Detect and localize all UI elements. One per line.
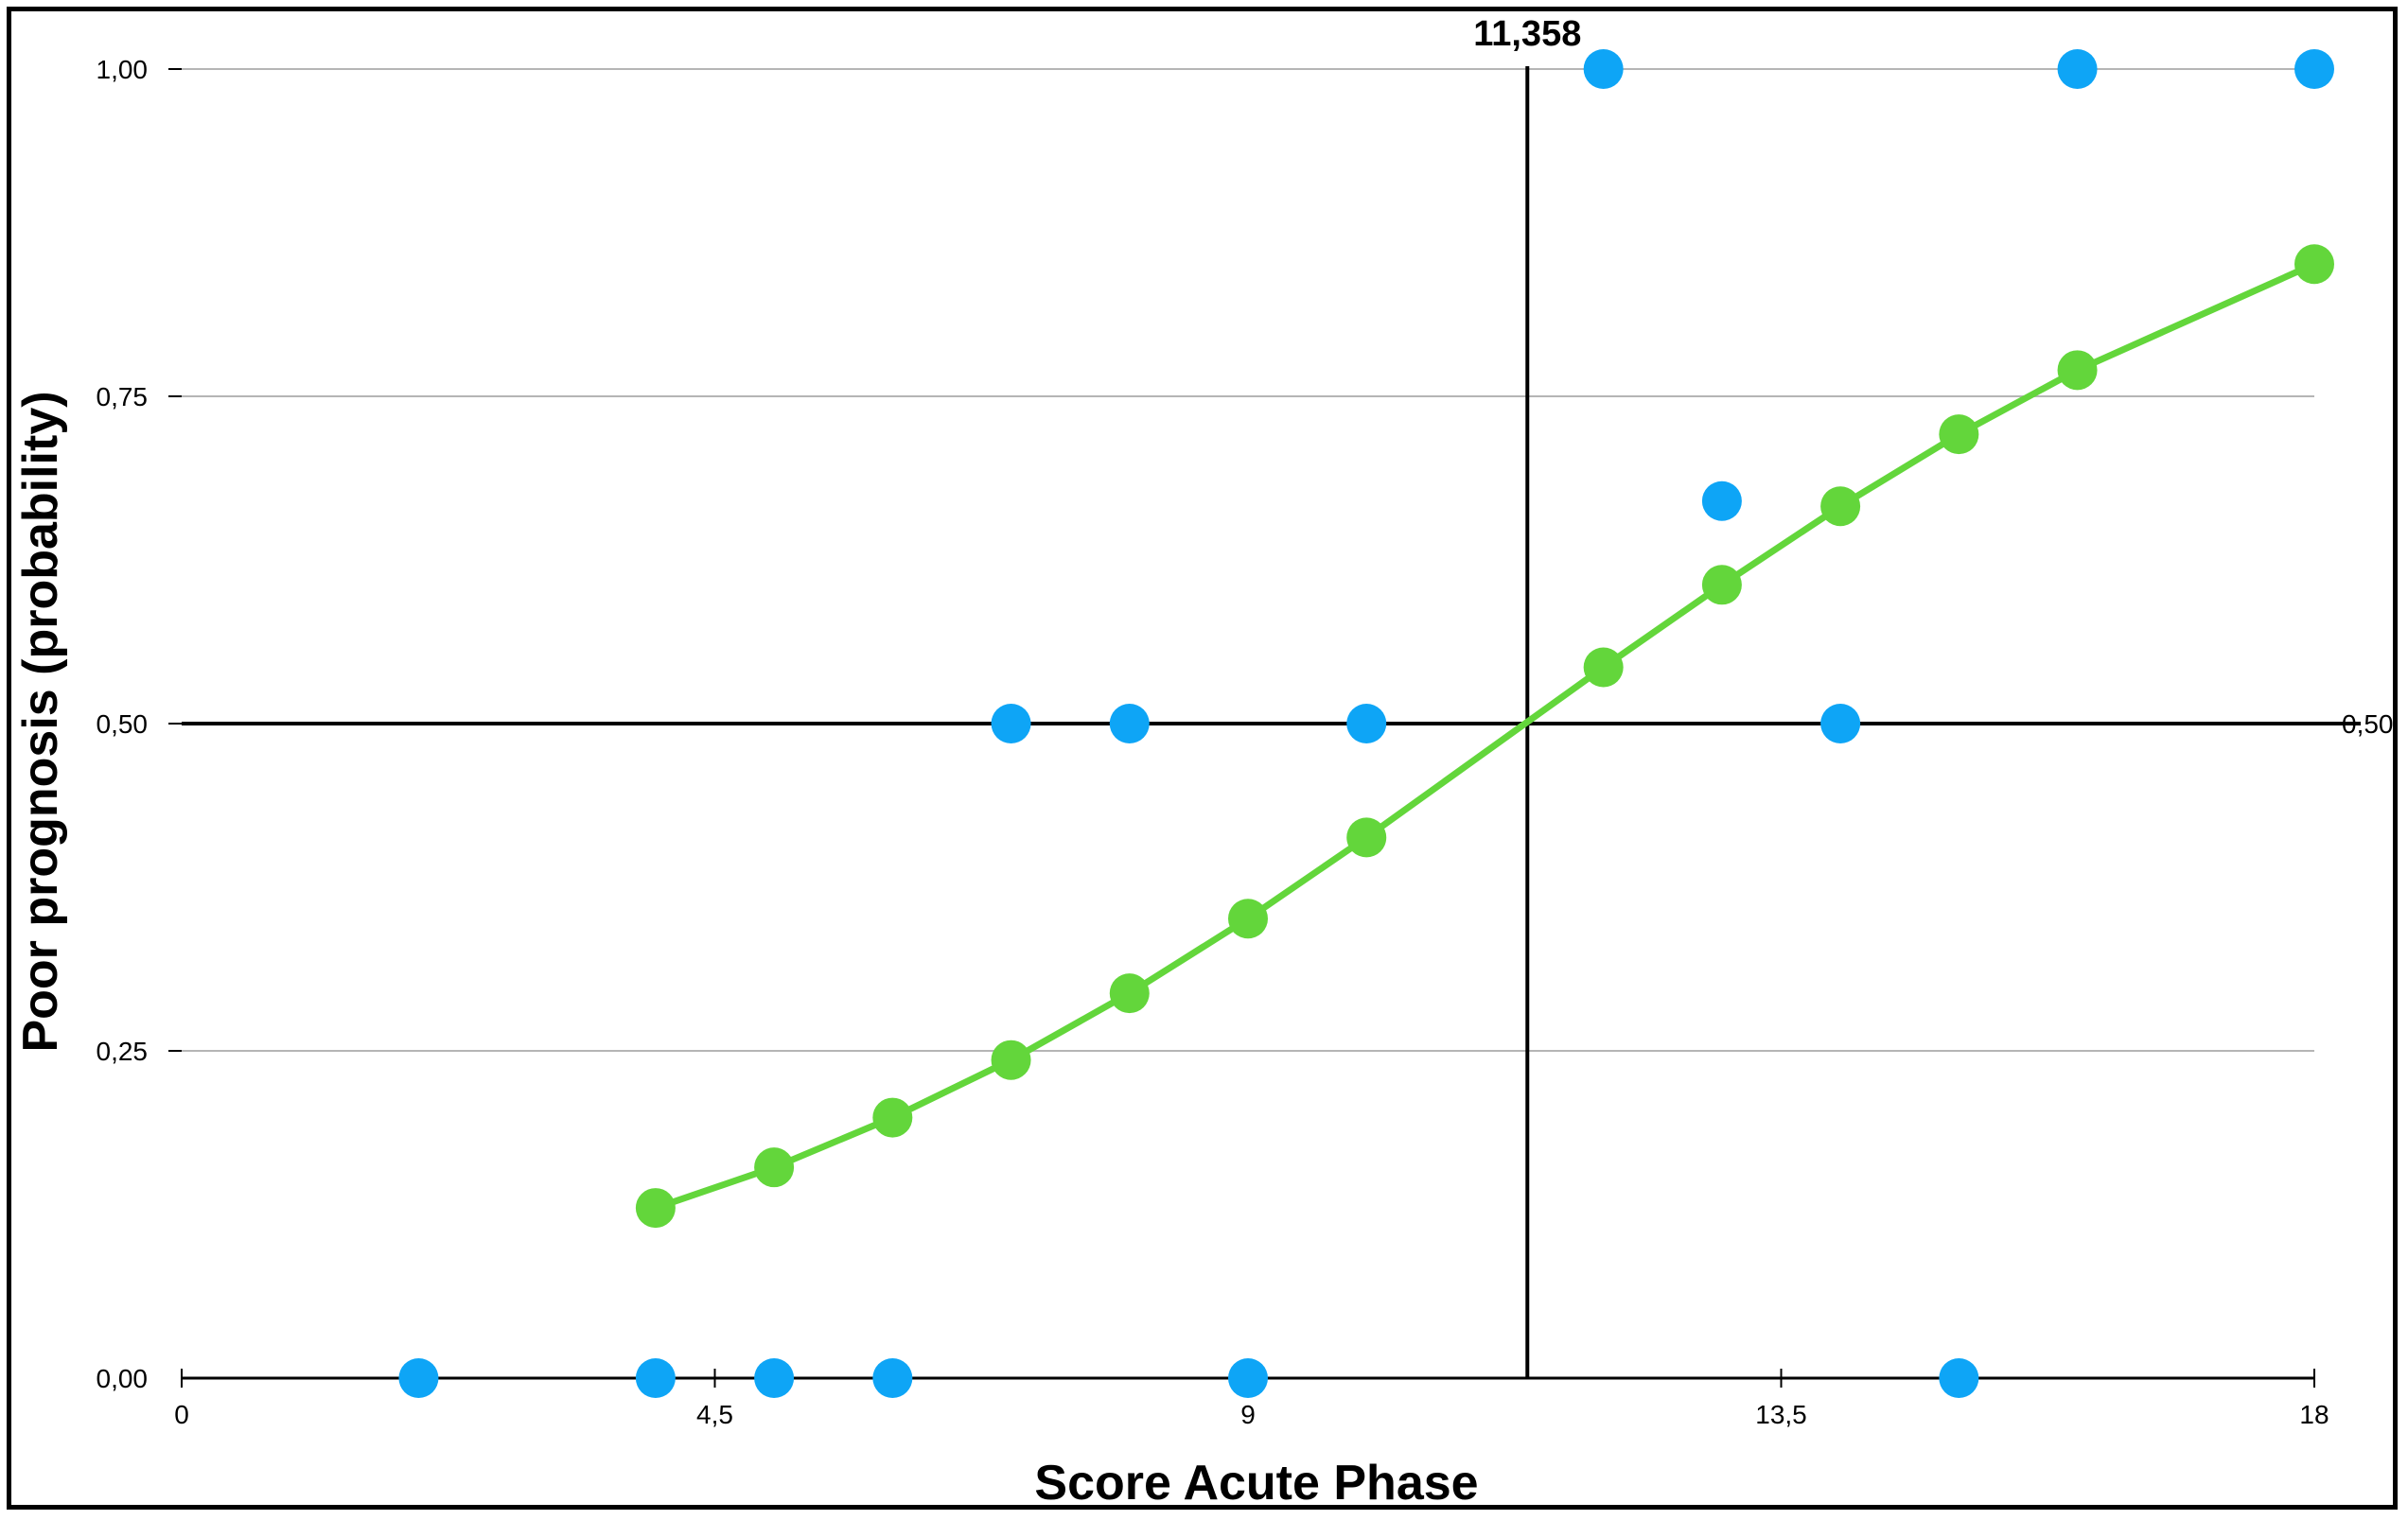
y-tick-label: 0,75 <box>97 382 149 411</box>
observed-point <box>872 1358 913 1398</box>
fitted-point <box>872 1097 913 1138</box>
y-tick-label: 1,00 <box>97 55 149 84</box>
observed-point <box>1820 704 1861 743</box>
y-tick-label: 0,50 <box>97 709 149 739</box>
observed-point <box>1346 704 1387 743</box>
fitted-point <box>1109 973 1150 1014</box>
fitted-point <box>1346 817 1387 858</box>
y-tick-label: 0,25 <box>97 1037 149 1066</box>
label-layer: 0,00 0,25 0,50 0,75 1,00 0 4,5 9 13,5 18 11,358 0,5… <box>97 14 2394 1429</box>
fitted-point <box>2057 350 2098 391</box>
observed-point <box>991 704 1031 743</box>
fitted-point <box>1701 565 1742 605</box>
fitted-point <box>1939 414 1979 455</box>
fitted-point <box>2294 244 2334 285</box>
observed-point <box>1701 480 1742 521</box>
observed-point <box>1228 1358 1268 1398</box>
y-axis-title: Poor prognosis (probability) <box>13 391 68 1052</box>
chart-frame <box>7 7 2398 1510</box>
y-tick-label: 0,00 <box>97 1364 149 1393</box>
fitted-curve-line <box>652 260 2318 1212</box>
x-tick-label: 13,5 <box>1755 1400 1807 1429</box>
x-tick-label: 4,5 <box>696 1400 733 1429</box>
reference-lines <box>182 66 2361 1378</box>
x-tick-label: 0 <box>174 1400 189 1429</box>
fitted-series <box>635 244 2334 1229</box>
observed-point <box>398 1358 439 1398</box>
vertical-reference-label: 11,358 <box>1473 14 1581 54</box>
observed-point <box>1939 1358 1979 1398</box>
fitted-point <box>1820 486 1861 527</box>
observed-point <box>2294 49 2334 89</box>
observed-series <box>398 49 2334 1398</box>
fitted-point <box>754 1147 795 1188</box>
x-tick-label: 18 <box>2299 1400 2329 1429</box>
fitted-point <box>1583 647 1624 688</box>
x-tick-label: 9 <box>1240 1400 1256 1429</box>
fitted-point <box>1228 899 1268 939</box>
fitted-point <box>991 1040 1031 1080</box>
observed-point <box>2057 49 2098 89</box>
fitted-point <box>635 1188 676 1229</box>
observed-point <box>635 1358 676 1398</box>
observed-point <box>754 1358 795 1398</box>
horizontal-reference-label: 0,50 <box>2342 709 2394 739</box>
observed-point <box>1109 704 1150 743</box>
grid-layer <box>182 68 2314 1052</box>
observed-point <box>1583 49 1624 89</box>
axis-layer <box>168 68 2315 1388</box>
x-axis-title: Score Acute Phase <box>1034 1456 1478 1511</box>
